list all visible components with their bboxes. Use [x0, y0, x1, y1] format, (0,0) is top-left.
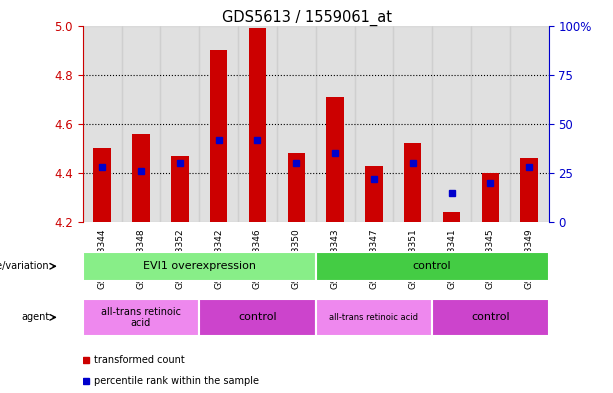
Bar — [161, 26, 199, 222]
Bar — [316, 26, 354, 222]
Text: all-trans retinoic acid: all-trans retinoic acid — [329, 313, 419, 322]
Text: control: control — [238, 312, 277, 322]
Bar — [171, 156, 189, 222]
Text: control: control — [413, 261, 452, 271]
Bar — [83, 26, 121, 222]
Bar — [277, 26, 316, 222]
Text: all-trans retinoic
acid: all-trans retinoic acid — [101, 307, 181, 328]
Bar — [520, 158, 538, 222]
Text: genotype/variation: genotype/variation — [0, 261, 50, 271]
Bar — [249, 28, 266, 222]
Text: EVI1 overexpression: EVI1 overexpression — [143, 261, 256, 271]
Bar — [404, 143, 422, 222]
Bar — [287, 153, 305, 222]
Bar — [510, 26, 549, 222]
Bar — [238, 26, 277, 222]
Bar — [471, 26, 510, 222]
Bar — [132, 134, 150, 222]
Bar — [365, 165, 383, 222]
Bar — [210, 50, 227, 222]
Text: control: control — [471, 312, 510, 322]
Bar — [326, 97, 344, 222]
Text: agent: agent — [21, 312, 50, 322]
Bar — [199, 26, 238, 222]
Bar — [394, 26, 432, 222]
Text: GDS5613 / 1559061_at: GDS5613 / 1559061_at — [221, 10, 392, 26]
Text: percentile rank within the sample: percentile rank within the sample — [94, 376, 259, 386]
Bar — [482, 173, 499, 222]
Bar — [354, 26, 394, 222]
Bar — [443, 212, 460, 222]
Text: transformed count: transformed count — [94, 354, 185, 365]
Bar — [432, 26, 471, 222]
Bar — [93, 148, 111, 222]
Bar — [121, 26, 161, 222]
